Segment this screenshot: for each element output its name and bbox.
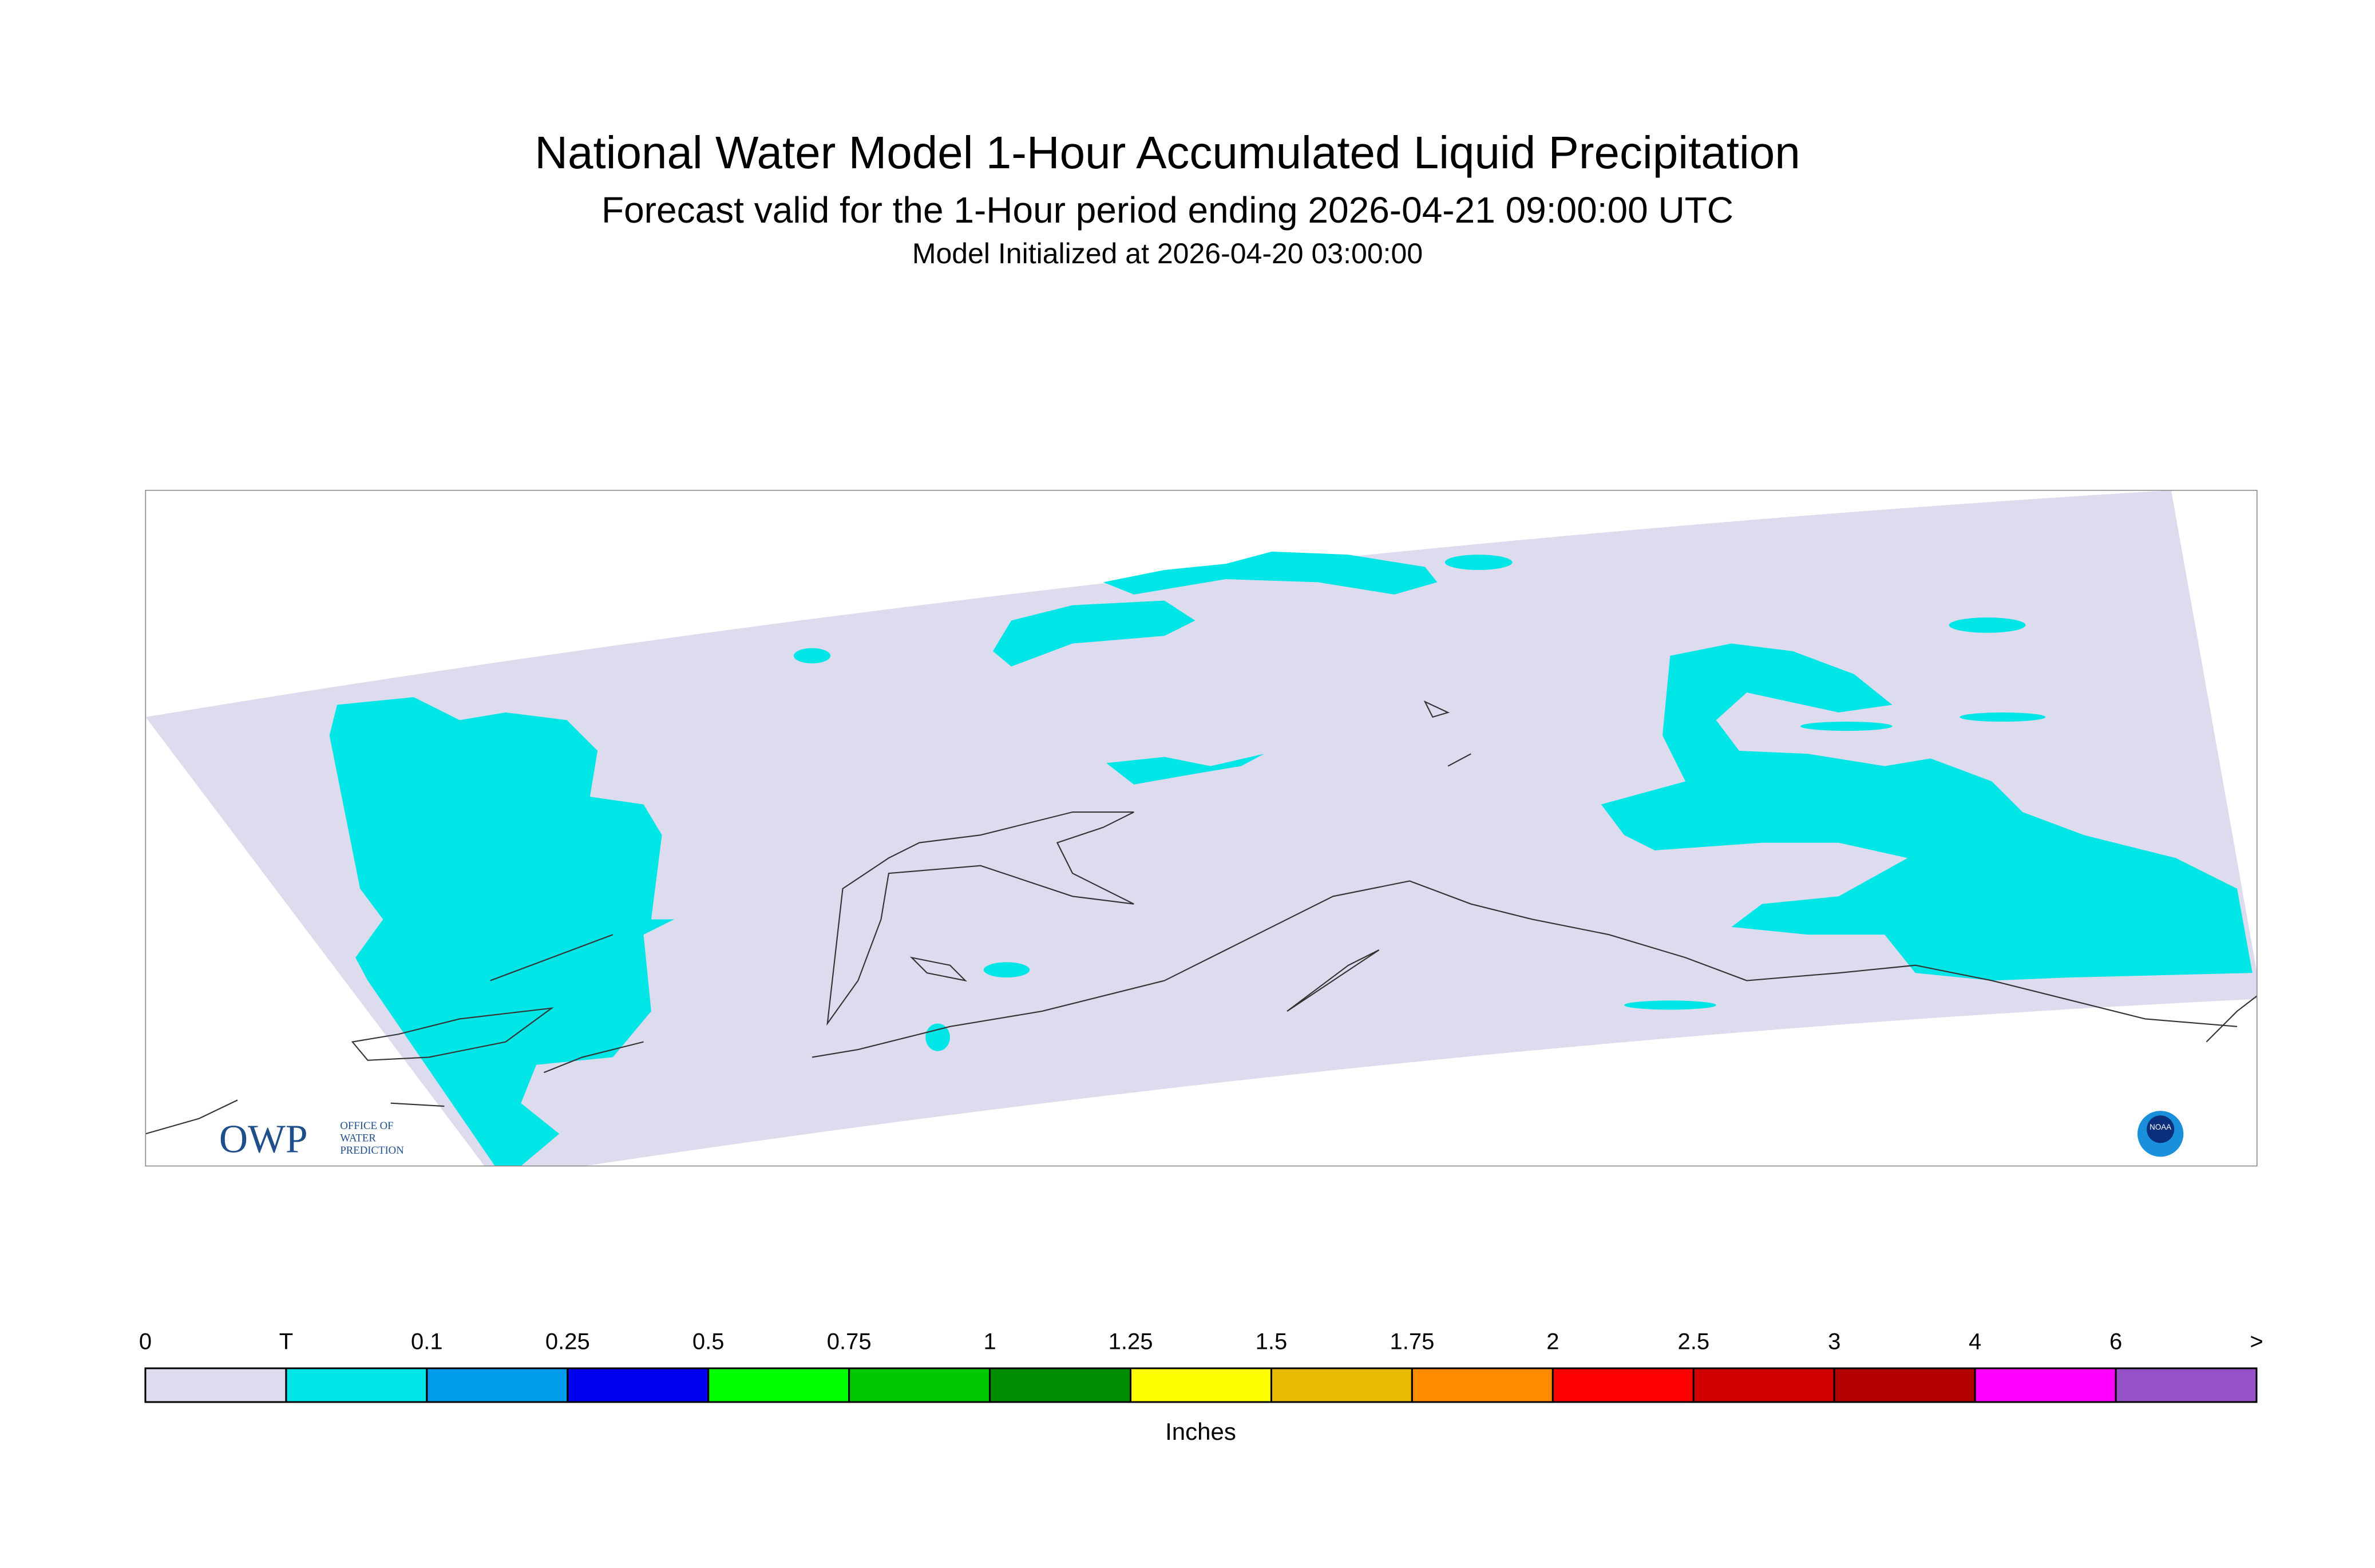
colorbar-box [1974, 1367, 2117, 1403]
colorbar-label: 1.25 [1109, 1329, 1153, 1355]
colorbar-box [426, 1367, 569, 1403]
colorbar-label: 0.25 [545, 1329, 590, 1355]
coastlines [145, 700, 2257, 1135]
colorbar-box [1270, 1367, 1413, 1403]
colorbar-box [1833, 1367, 1976, 1403]
colorbar-label: 0.1 [411, 1329, 443, 1355]
init-time: Model Initialized at 2026-04-20 03:00:00 [912, 237, 1423, 270]
colorbar-box [848, 1367, 991, 1403]
subtitle: Forecast valid for the 1-Hour period end… [601, 189, 1733, 231]
colorbar-box [285, 1367, 428, 1403]
colorbar-box [1692, 1367, 1835, 1403]
colorbar-label: 0.75 [827, 1329, 872, 1355]
colorbar-label: 2.5 [1677, 1329, 1709, 1355]
owp-line: WATER [340, 1133, 376, 1145]
owp-line: OFFICE OF [340, 1120, 393, 1132]
map: OWP OFFICE OF WATER PREDICTION NOAA [145, 489, 2258, 1167]
colorbar-box [1130, 1367, 1272, 1403]
colorbar-label: > [2250, 1329, 2263, 1355]
title: National Water Model 1-Hour Accumulated … [535, 127, 1800, 178]
noaa-logo-inner [2147, 1115, 2175, 1143]
colorbar-label: 2 [1546, 1329, 1559, 1355]
colorbar-box [707, 1367, 850, 1403]
owp-line: PREDICTION [340, 1145, 404, 1157]
colorbar-label: 0.5 [692, 1329, 725, 1355]
colorbar-box [144, 1367, 287, 1403]
colorbar-box [567, 1367, 710, 1403]
colorbar: 0 T 0.1 0.25 0.5 0.75 1 1.25 1.5 1.75 2 2.5 3 4 6 > [139, 1329, 2263, 1403]
colorbar-label: 1.5 [1256, 1329, 1288, 1355]
colorbar-label: 1 [983, 1329, 996, 1355]
colorbar-box [1411, 1367, 1554, 1403]
colorbar-unit: Inches [1165, 1418, 1236, 1445]
map-frame [145, 489, 2258, 1167]
colorbar-box [1551, 1367, 1695, 1403]
colorbar-label: 3 [1828, 1329, 1840, 1355]
colorbar-box [989, 1367, 1132, 1403]
noaa-text: NOAA [2150, 1123, 2171, 1131]
colorbar-label: 0 [139, 1329, 152, 1355]
colorbar-label: 4 [1969, 1329, 1981, 1355]
owp-logo: OWP [219, 1117, 308, 1161]
colorbar-label: 6 [2109, 1329, 2122, 1355]
precip-areas [329, 551, 2253, 1166]
colorbar-box [2115, 1367, 2258, 1403]
colorbar-label: 1.75 [1390, 1329, 1434, 1355]
colorbar-label: T [279, 1329, 293, 1355]
